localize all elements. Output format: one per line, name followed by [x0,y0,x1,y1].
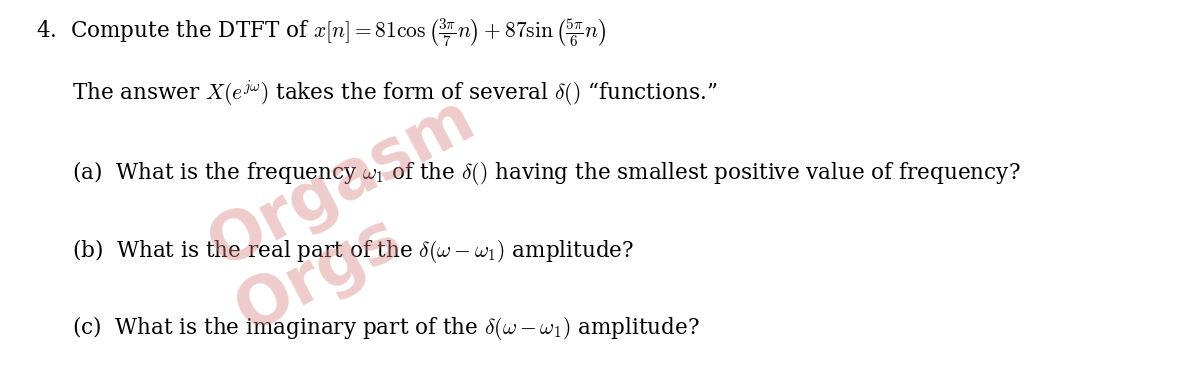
Text: (a)  What is the frequency $\omega_1$ of the $\delta()$ having the smallest posi: (a) What is the frequency $\omega_1$ of … [72,159,1020,187]
Text: Orgs: Orgs [224,203,412,345]
Text: (b)  What is the real part of the $\delta(\omega - \omega_1)$ amplitude?: (b) What is the real part of the $\delta… [72,237,634,266]
Text: The answer $X(e^{j\omega})$ takes the form of several $\delta()$ “functions.”: The answer $X(e^{j\omega})$ takes the fo… [72,78,718,108]
Text: 4.  Compute the DTFT of $x[n] = 81\cos\left(\frac{3\pi}{7}n\right) + 87\sin\left: 4. Compute the DTFT of $x[n] = 81\cos\le… [36,16,606,49]
Text: Orgasm: Orgasm [198,85,486,280]
Text: (c)  What is the imaginary part of the $\delta(\omega - \omega_1)$ amplitude?: (c) What is the imaginary part of the $\… [72,314,700,342]
